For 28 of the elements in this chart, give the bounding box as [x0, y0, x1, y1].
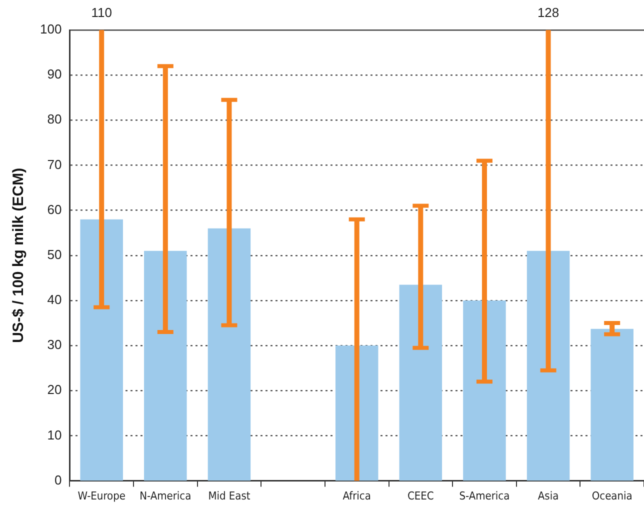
- y-tick-label: 20: [47, 382, 62, 398]
- bar: [590, 328, 634, 481]
- y-tick-label: 70: [47, 156, 62, 172]
- x-tick-label: N-America: [140, 489, 192, 502]
- y-tick-label: 40: [47, 292, 62, 308]
- x-tick-label: CEEC: [407, 489, 434, 502]
- y-tick-label: 0: [54, 472, 62, 488]
- bar: [463, 300, 506, 481]
- bar: [399, 284, 442, 481]
- annotation: 128: [537, 5, 560, 20]
- x-tick-label: Mid East: [208, 489, 250, 502]
- y-tick-label: 100: [40, 22, 62, 37]
- x-tick-label: Africa: [342, 489, 371, 502]
- bar: [144, 250, 187, 481]
- y-tick-label: 30: [47, 337, 62, 352]
- bar: [80, 219, 123, 481]
- annotation: 110: [91, 5, 112, 20]
- x-tick-label: W-Europe: [78, 489, 126, 502]
- y-tick-label: 80: [47, 112, 62, 127]
- y-tick-label: 60: [47, 202, 62, 217]
- x-tick-label: Oceania: [592, 489, 632, 502]
- y-tick-label: 10: [47, 427, 62, 442]
- x-tick-label: S-America: [459, 489, 510, 502]
- y-tick-label: 50: [47, 246, 62, 262]
- y-axis-title: US-$ / 100 kg milk (ECM): [10, 168, 28, 343]
- x-tick-label: Asia: [538, 489, 559, 502]
- bar: [208, 228, 251, 481]
- y-tick-label: 90: [47, 66, 62, 82]
